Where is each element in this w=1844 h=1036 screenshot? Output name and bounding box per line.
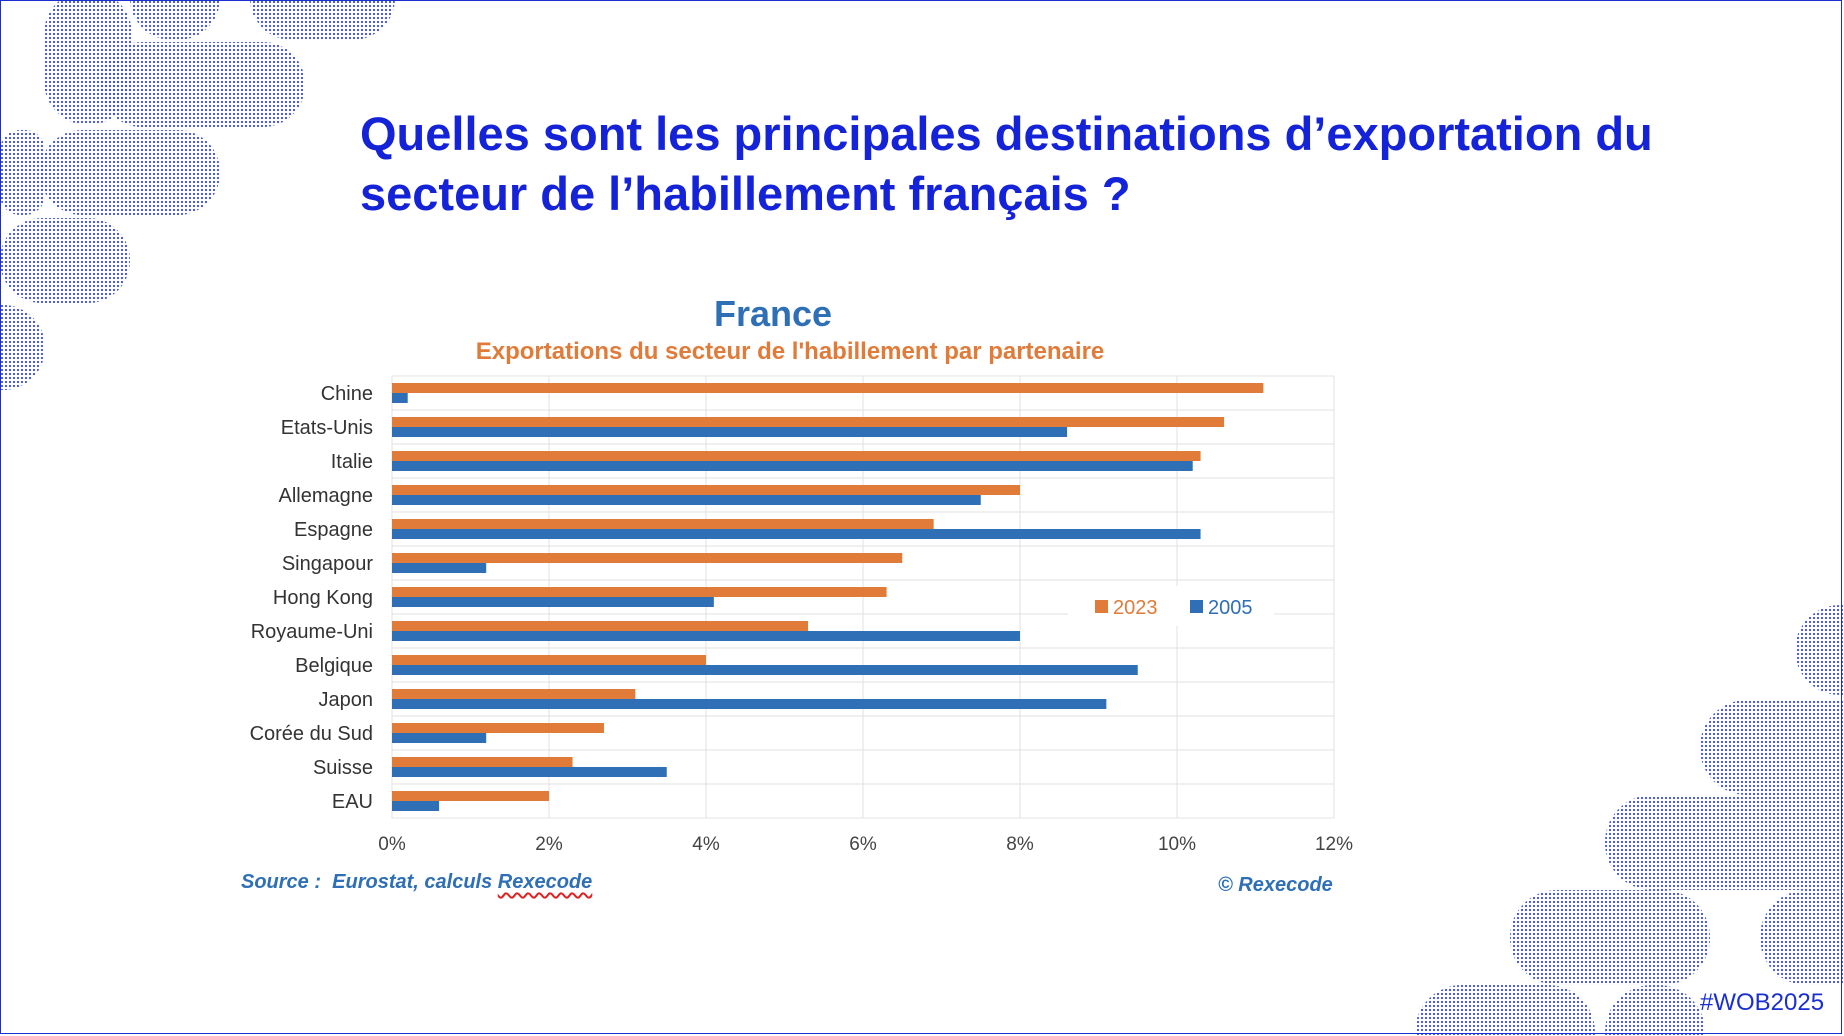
x-tick-label: 8%: [1006, 834, 1034, 855]
slide-title-line-1: Quelles sont les principales destination…: [360, 107, 1653, 160]
category-label: Hong Kong: [273, 587, 373, 609]
source-text: Eurostat, calculs: [332, 871, 493, 893]
category-label: Espagne: [294, 519, 373, 541]
legend-swatch-2005: [1190, 600, 1203, 613]
bar-2005-royaume-uni: [392, 631, 1020, 641]
bar-2005-belgique: [392, 665, 1138, 675]
bar-2023-etats-unis: [392, 417, 1225, 427]
decor-bottom-right: [1415, 605, 1844, 1036]
legend-label-2023: 2023: [1113, 597, 1158, 619]
source-note: Source : Eurostat, calculs Rexecode: [241, 871, 592, 894]
category-label: Chine: [321, 383, 373, 405]
category-label: EAU: [332, 791, 373, 813]
category-label: Corée du Sud: [250, 723, 373, 745]
bar-2023-royaume-uni: [392, 621, 809, 631]
x-tick-label: 6%: [849, 834, 877, 855]
bar-2005-cor-e-du-sud: [392, 733, 487, 743]
bar-2023-hong-kong: [392, 587, 887, 597]
bar-2023-japon: [392, 689, 636, 699]
bar-2005-espagne: [392, 529, 1201, 539]
x-tick-label: 4%: [692, 834, 720, 855]
chart-legend: 2023 2005: [1068, 586, 1274, 626]
bar-2023-singapour: [392, 553, 903, 563]
legend-label-2005: 2005: [1208, 597, 1253, 619]
bar-2023-cor-e-du-sud: [392, 723, 604, 733]
category-label: Etats-Unis: [281, 417, 373, 439]
decor-top-left: [0, 0, 395, 390]
x-tick-label: 10%: [1158, 834, 1196, 855]
bar-2023-eau: [392, 791, 549, 801]
slide-title: Quelles sont les principales destination…: [360, 104, 1760, 224]
x-tick-labels: 0% 2% 4% 6% 8% 10% 12%: [378, 834, 1353, 855]
bar-2023-belgique: [392, 655, 706, 665]
bar-2005-suisse: [392, 767, 667, 777]
category-label: Japon: [319, 689, 374, 711]
bar-2005-japon: [392, 699, 1107, 709]
bar-2005-chine: [392, 393, 408, 403]
category-labels: Chine Etats-Unis Italie Allemagne Espagne Sin…: [250, 383, 374, 813]
category-label: Italie: [331, 451, 373, 473]
x-tick-label: 0%: [378, 834, 406, 855]
bar-2005-hong-kong: [392, 597, 714, 607]
category-label: Allemagne: [278, 485, 373, 507]
slide-title-line-2: secteur de l’habillement français ?: [360, 167, 1131, 220]
chart-title: France: [714, 293, 832, 334]
legend-swatch-2023: [1095, 600, 1108, 613]
bar-2023-italie: [392, 451, 1201, 461]
chart-bars: [392, 383, 1264, 811]
bar-2005-etats-unis: [392, 427, 1068, 437]
copyright-note: © Rexecode: [1218, 874, 1333, 896]
bar-2023-allemagne: [392, 485, 1020, 495]
bar-2005-italie: [392, 461, 1193, 471]
bar-2023-espagne: [392, 519, 934, 529]
x-tick-label: 12%: [1315, 834, 1353, 855]
category-label: Royaume-Uni: [251, 621, 373, 643]
bar-2005-allemagne: [392, 495, 981, 505]
x-tick-label: 2%: [535, 834, 563, 855]
bar-2023-suisse: [392, 757, 573, 767]
source-org: Rexecode: [497, 871, 593, 893]
source-label: Source :: [241, 871, 322, 893]
bar-2005-singapour: [392, 563, 487, 573]
hashtag: #WOB2025: [1700, 989, 1825, 1016]
chart-subtitle: Exportations du secteur de l'habillement…: [476, 338, 1105, 365]
bar-2005-eau: [392, 801, 440, 811]
bar-2023-chine: [392, 383, 1264, 393]
category-label: Singapour: [282, 553, 374, 575]
category-label: Suisse: [313, 757, 373, 779]
category-label: Belgique: [295, 655, 373, 677]
